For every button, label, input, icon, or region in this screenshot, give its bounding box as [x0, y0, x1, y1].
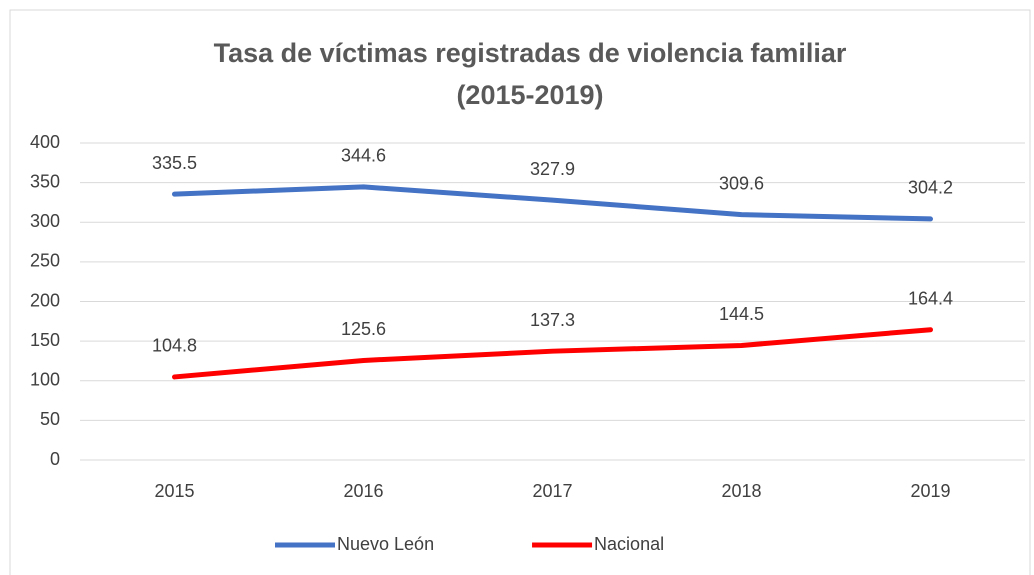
x-tick-label: 2015: [154, 481, 194, 501]
x-tick-label: 2018: [721, 481, 761, 501]
x-tick-label: 2019: [910, 481, 950, 501]
y-tick-label: 0: [50, 449, 60, 469]
data-label: 344.6: [341, 146, 386, 166]
chart-frame: [9, 9, 1031, 575]
data-label: 144.5: [719, 304, 764, 324]
legend-label: Nacional: [594, 534, 664, 554]
data-label: 104.8: [152, 336, 197, 356]
y-tick-label: 300: [30, 211, 60, 231]
data-label: 309.6: [719, 173, 764, 193]
x-tick-label: 2016: [343, 481, 383, 501]
series-line: [172, 184, 933, 222]
y-tick-label: 250: [30, 251, 60, 271]
data-label: 327.9: [530, 159, 575, 179]
legend-label: Nuevo León: [337, 534, 434, 554]
data-label: 125.6: [341, 319, 386, 339]
y-tick-label: 50: [40, 409, 60, 429]
data-label: 304.2: [908, 178, 953, 198]
y-tick-label: 350: [30, 171, 60, 191]
y-tick-label: 200: [30, 290, 60, 310]
chart-title: (2015-2019): [456, 80, 603, 110]
data-label: 164.4: [908, 288, 953, 308]
data-label: 335.5: [152, 153, 197, 173]
y-tick-label: 150: [30, 330, 60, 350]
data-label: 137.3: [530, 310, 575, 330]
y-tick-label: 100: [30, 370, 60, 390]
chart-title: Tasa de víctimas registradas de violenci…: [214, 38, 847, 68]
x-tick-label: 2017: [532, 481, 572, 501]
y-tick-label: 400: [30, 132, 60, 152]
series-line: [172, 327, 933, 380]
